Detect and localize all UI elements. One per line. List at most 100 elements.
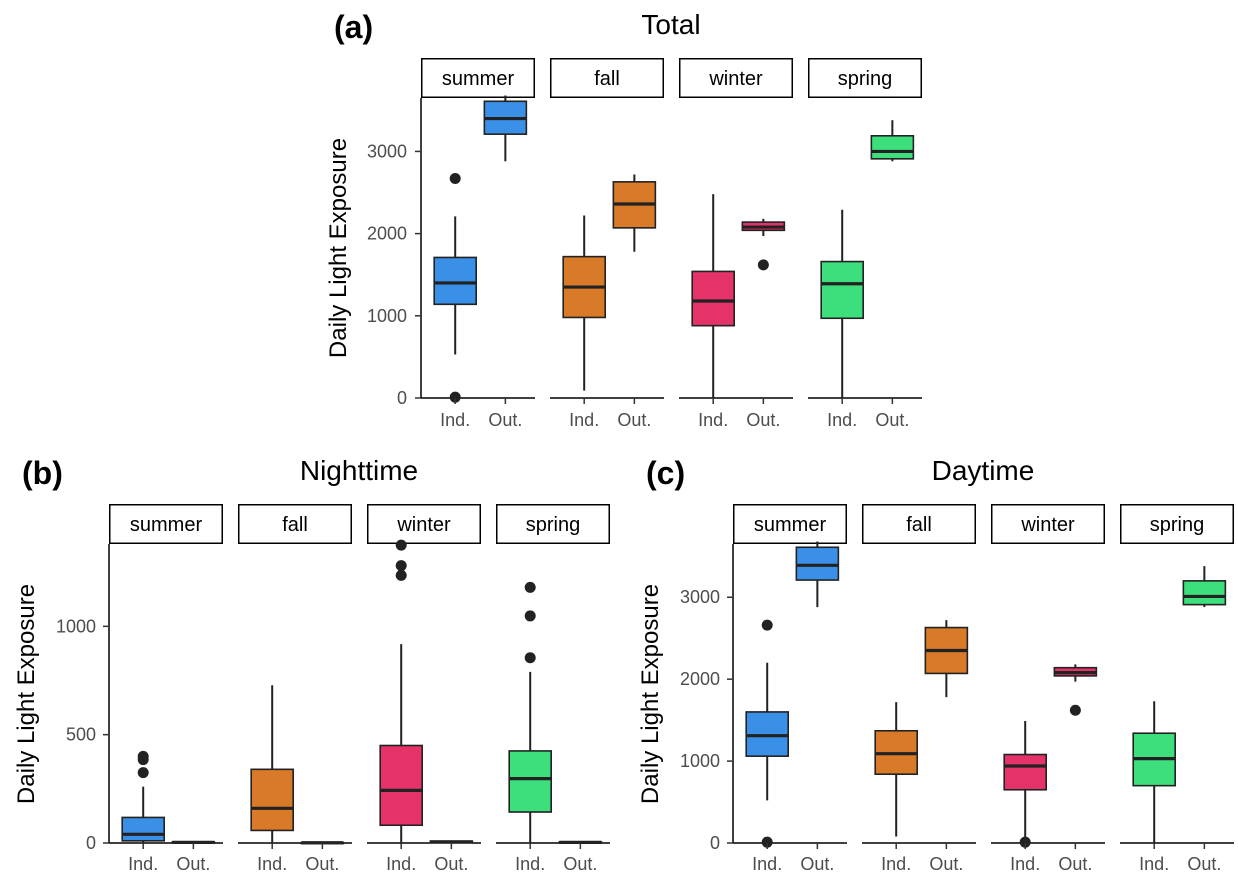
box-winter-Ind. [691, 194, 736, 398]
facet-strip [550, 58, 664, 98]
outlier-point [1069, 704, 1081, 716]
y-tick-label: 0 [710, 833, 720, 853]
x-tick-label: Out. [800, 854, 834, 874]
outlier-point [761, 836, 773, 848]
outlier-point [137, 767, 149, 779]
box [745, 711, 790, 757]
box [250, 768, 294, 832]
facet-summer: summer Ind. Out. [421, 58, 535, 430]
x-tick-label: Out. [305, 854, 339, 874]
y-axis-title: Daily Light Exposure [637, 584, 664, 804]
facet-strip [679, 58, 793, 98]
box-winter-Ind. [1003, 720, 1048, 848]
facet-fall: fall Ind. Out. [238, 504, 352, 874]
box-summer-Out. [795, 541, 840, 608]
panel-tag: (a) [334, 9, 373, 45]
outlier-point [1019, 836, 1031, 848]
facet-spring: spring Ind. Out. [808, 58, 922, 430]
box-summer-Ind. [745, 619, 790, 848]
outlier-point [757, 259, 769, 271]
box-fall-Out. [612, 174, 657, 252]
y-axis-title: Daily Light Exposure [325, 138, 352, 358]
x-tick-label: Out. [929, 854, 963, 874]
x-tick-label: Ind. [752, 854, 782, 874]
facet-strip-label: winter [1020, 514, 1075, 536]
box-winter-Out. [1053, 664, 1098, 716]
facet-strip-label: winter [708, 68, 763, 90]
y-tick-label: 1000 [56, 616, 96, 636]
box [433, 256, 478, 306]
facet-strip [991, 504, 1105, 544]
panel-title: Nighttime [300, 455, 418, 486]
outlier-point [524, 652, 536, 664]
outlier-point [449, 391, 461, 403]
box-fall-Ind. [874, 702, 919, 837]
box [870, 135, 915, 160]
y-tick-label: 0 [86, 833, 96, 853]
facet-strip [862, 504, 976, 544]
box-fall-Out. [924, 620, 969, 698]
facet-strip [421, 58, 535, 98]
outlier-point [395, 560, 407, 572]
x-tick-label: Ind. [440, 410, 470, 430]
x-tick-label: Out. [617, 410, 651, 430]
facet-strip [808, 58, 922, 98]
outlier-point [761, 619, 773, 631]
panel-tag: (b) [22, 455, 63, 491]
box [691, 270, 736, 327]
facet-fall: fall Ind. Out. [550, 58, 664, 430]
facet-summer: summer Ind. Out. [733, 504, 847, 874]
facet-summer: summer Ind. Out. [109, 504, 223, 874]
box [1182, 580, 1227, 606]
x-tick-label: Ind. [257, 854, 287, 874]
facet-strip-label: winter [396, 514, 451, 536]
facet-winter: winter Ind. Out. [367, 504, 481, 874]
box-winter-Ind. [379, 539, 424, 843]
x-tick-label: Ind. [1139, 854, 1169, 874]
box-spring-Ind. [508, 581, 553, 843]
x-tick-label: Out. [1187, 854, 1221, 874]
x-tick-label: Ind. [1010, 854, 1040, 874]
x-tick-label: Out. [875, 410, 909, 430]
facet-strip [1120, 504, 1234, 544]
box [508, 750, 553, 813]
facet-strip [367, 504, 481, 544]
y-tick-label: 1000 [680, 751, 720, 771]
facet-strip [109, 504, 223, 544]
box-fall-Ind. [250, 685, 294, 843]
x-tick-label: Out. [488, 410, 522, 430]
panel-0: (a) Total Daily Light Exposure 0 1000 2000 300… [325, 9, 922, 430]
y-tick-label: 3000 [680, 587, 720, 607]
panel-2: (c) Daytime Daily Light Exposure 0 1000 2000 3… [637, 455, 1234, 874]
x-tick-label: Ind. [881, 854, 911, 874]
box-summer-Ind. [433, 173, 478, 403]
box-fall-Ind. [562, 215, 607, 391]
facet-fall: fall Ind. Out. [862, 504, 976, 874]
y-tick-label: 2000 [680, 669, 720, 689]
box [379, 744, 424, 827]
outlier-point [395, 569, 407, 581]
x-tick-label: Out. [746, 410, 780, 430]
x-tick-label: Ind. [827, 410, 857, 430]
box-spring-Out. [870, 120, 915, 162]
y-axis-title: Daily Light Exposure [13, 584, 40, 804]
y-tick-label: 500 [66, 725, 96, 745]
facet-strip-label: summer [130, 514, 203, 536]
facet-strip [733, 504, 847, 544]
box [820, 260, 865, 320]
box-summer-Out. [171, 840, 216, 844]
facet-strip-label: spring [526, 514, 580, 536]
outlier-point [524, 610, 536, 622]
facet-winter: winter Ind. Out. [991, 504, 1105, 874]
y-tick-label: 3000 [367, 141, 407, 161]
facet-strip-label: spring [1150, 514, 1204, 536]
x-tick-label: Out. [1058, 854, 1092, 874]
outlier-point [137, 754, 149, 766]
facet-winter: winter Ind. Out. [679, 58, 793, 430]
facet-strip-label: fall [594, 68, 620, 90]
x-tick-label: Ind. [698, 410, 728, 430]
x-tick-label: Out. [563, 854, 597, 874]
x-tick-label: Out. [176, 854, 210, 874]
y-tick-label: 1000 [367, 306, 407, 326]
